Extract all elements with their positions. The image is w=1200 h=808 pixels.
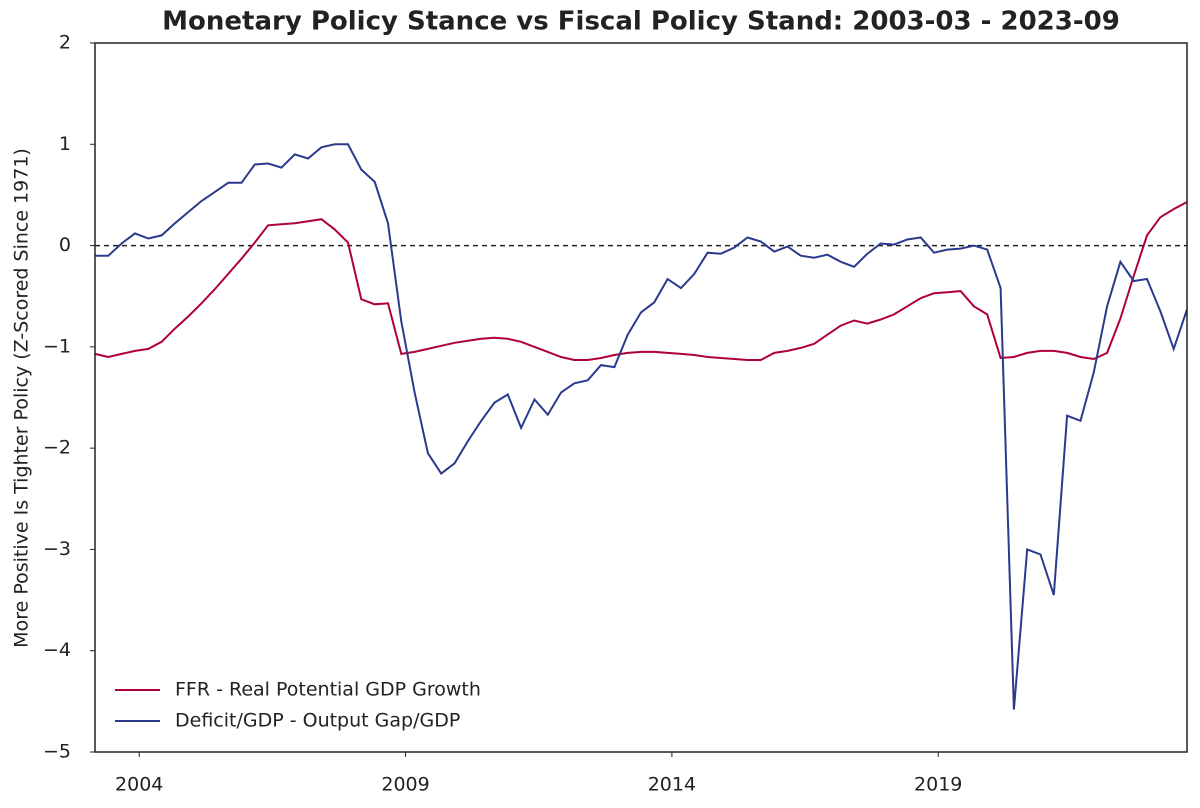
y-tick-label: 2 <box>59 32 71 54</box>
y-tick-label: 0 <box>59 234 71 256</box>
x-tick-label: 2009 <box>381 774 429 796</box>
y-tick-label: −2 <box>43 437 71 459</box>
legend-label: Deficit/GDP - Output Gap/GDP <box>175 710 460 732</box>
y-tick-label: 1 <box>59 133 71 155</box>
data-line <box>95 143 1188 710</box>
x-tick-label: 2004 <box>115 774 163 796</box>
x-tick-label: 2019 <box>914 774 962 796</box>
legend-label: FFR - Real Potential GDP Growth <box>175 679 481 701</box>
y-tick-label: −5 <box>43 741 71 763</box>
x-tick-label: 2014 <box>648 774 696 796</box>
data-line <box>94 201 1188 361</box>
y-tick-label: −1 <box>43 335 71 357</box>
plot-frame <box>94 42 1188 753</box>
y-axis-label: More Positive Is Tighter Policy (Z-Score… <box>11 148 33 648</box>
y-tick-label: −4 <box>43 639 71 661</box>
chart-title: Monetary Policy Stance vs Fiscal Policy … <box>162 7 1120 37</box>
y-tick-label: −3 <box>43 538 71 560</box>
